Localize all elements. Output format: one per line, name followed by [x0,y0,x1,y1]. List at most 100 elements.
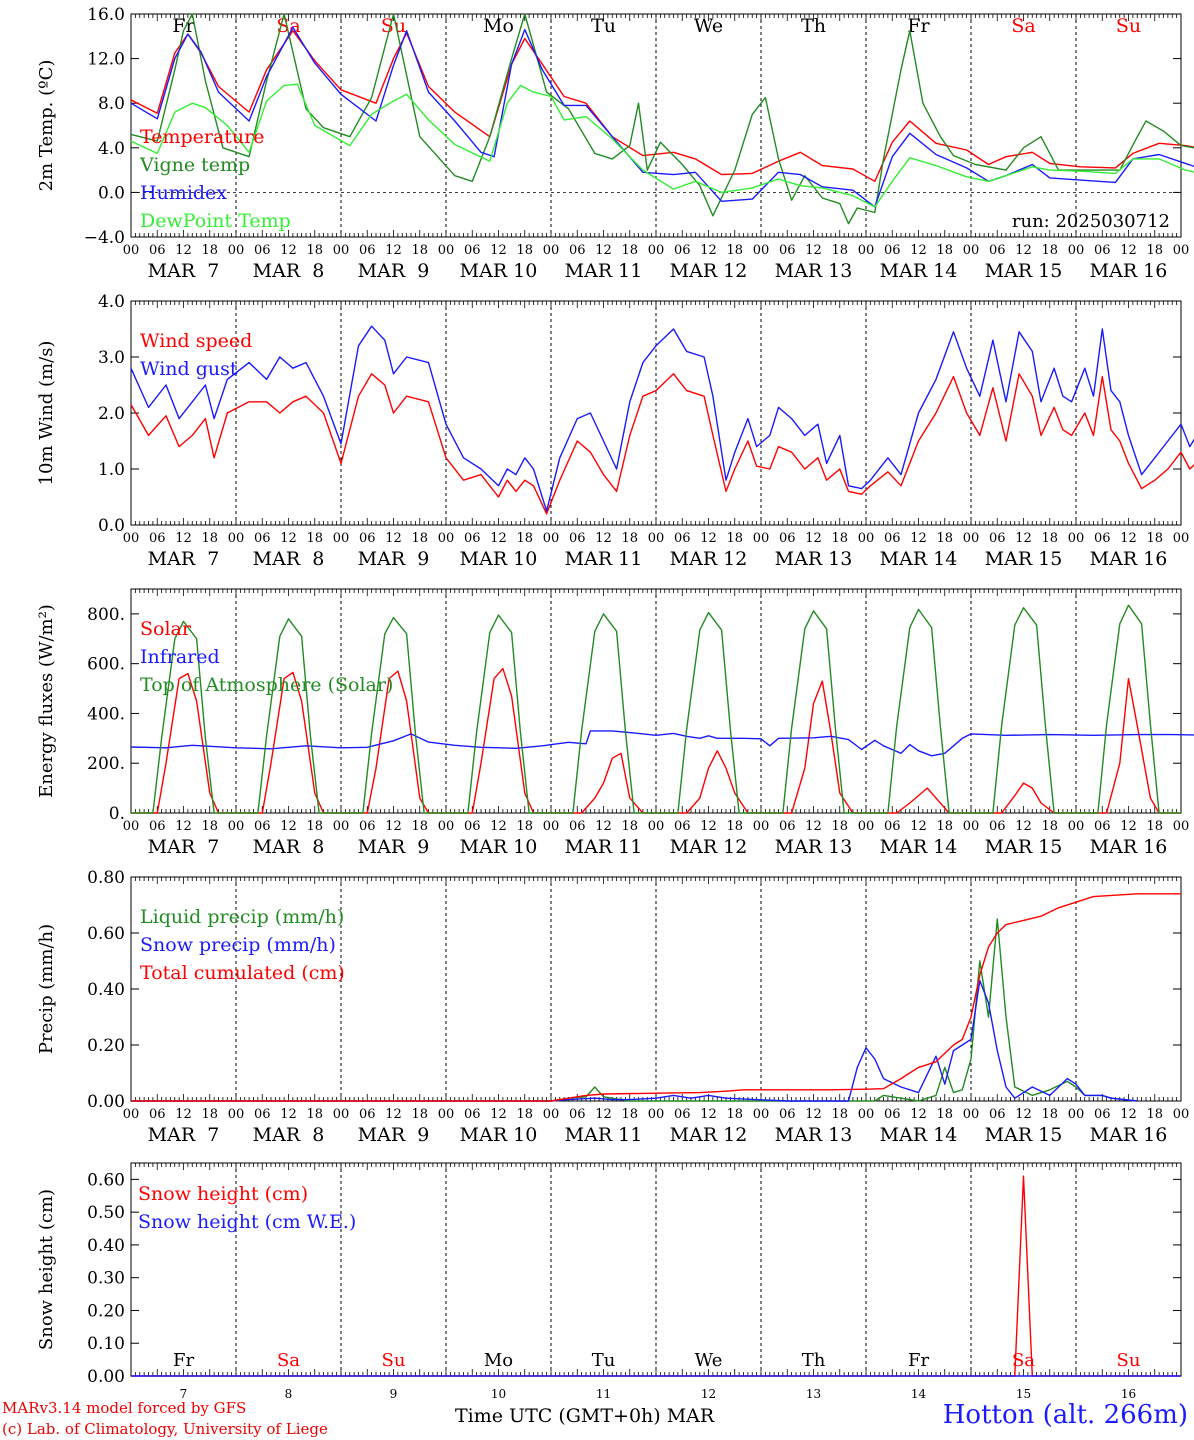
date-label: MAR 7 [148,836,220,858]
hour-tick-label: 12 [910,531,927,546]
day-number-label: 9 [390,1387,398,1401]
hour-tick-label: 06 [1094,1107,1111,1122]
y-tick-label: 8.0 [98,94,125,114]
hour-tick-label: 18 [411,1107,428,1122]
hour-tick-label: 00 [1173,531,1190,546]
date-label: MAR 7 [148,548,220,570]
hour-tick-label: 12 [910,819,927,834]
hour-tick-label: 12 [1120,243,1137,258]
hour-tick-label: 18 [201,531,218,546]
hour-tick-label: 06 [569,1107,586,1122]
hour-tick-label: 18 [201,1107,218,1122]
date-label: MAR 12 [670,1124,748,1146]
date-label: MAR 7 [148,260,220,282]
credit-line-2: (c) Lab. of Climatology, University of L… [2,1420,328,1438]
series-line-temperature [130,30,1194,183]
hour-tick-label: 12 [490,243,507,258]
day-name-label: Sa [277,1350,300,1371]
y-tick-label: 4.0 [98,139,125,159]
y-axis-label: Snow height (cm) [36,1189,57,1350]
hour-tick-label: 00 [123,1107,140,1122]
hour-tick-label: 12 [1015,243,1032,258]
y-tick-label: 0.00 [87,1092,125,1112]
day-name-label: Sa [1012,1350,1035,1371]
date-label: MAR 14 [880,836,958,858]
legend-entry: Vigne temp [139,154,250,176]
hour-tick-label: 00 [648,1107,665,1122]
hour-tick-label: 12 [910,243,927,258]
hour-tick-label: 00 [963,819,980,834]
hour-tick-label: 12 [595,1107,612,1122]
hour-tick-label: 00 [648,819,665,834]
hour-tick-label: 00 [858,819,875,834]
y-tick-label: 0.50 [87,1203,125,1223]
hour-tick-label: 00 [648,531,665,546]
hour-tick-label: 12 [490,819,507,834]
hour-tick-label: 00 [1173,243,1190,258]
hour-tick-label: 00 [753,243,770,258]
location-label: Hotton (alt. 266m) [942,1400,1188,1430]
hour-tick-label: 18 [936,531,953,546]
date-label: MAR 9 [358,260,430,282]
y-tick-label: 0.20 [87,1036,125,1056]
hour-tick-label: 12 [280,243,297,258]
hour-tick-label: 18 [1146,531,1163,546]
hour-tick-label: 18 [1041,243,1058,258]
hour-tick-label: 06 [149,1107,166,1122]
y-tick-label: −4.0 [84,228,125,248]
y-tick-label: 0.60 [87,924,125,944]
hour-tick-label: 18 [726,243,743,258]
hour-tick-label: 00 [543,819,560,834]
legend-entry: Snow precip (mm/h) [140,934,336,956]
hour-tick-label: 06 [464,531,481,546]
date-label: MAR 10 [460,548,538,570]
hour-tick-label: 12 [280,531,297,546]
hour-tick-label: 12 [490,1107,507,1122]
hour-tick-label: 12 [280,819,297,834]
y-tick-label: 0.60 [87,1170,125,1190]
date-label: MAR 12 [670,260,748,282]
day-number-label: 14 [911,1387,927,1401]
hour-tick-label: 18 [201,243,218,258]
legend-entry: Snow height (cm) [138,1183,308,1205]
hour-tick-label: 06 [779,531,796,546]
day-name-label: Su [1117,1350,1141,1371]
hour-tick-label: 18 [726,531,743,546]
hour-tick-label: 18 [831,819,848,834]
date-label: MAR 9 [358,836,430,858]
date-label: MAR 7 [148,1124,220,1146]
hour-tick-label: 00 [963,243,980,258]
y-tick-label: 4.0 [98,292,125,312]
hour-tick-label: 00 [333,819,350,834]
panel-2: 4.0 3.0 2.0 1.0 0.0 10m Wind (m/s) 00 06 12 18 00 0… [36,292,1194,570]
y-tick-label: 0.40 [87,1236,125,1256]
hour-tick-label: 06 [779,243,796,258]
day-number-label: 8 [285,1387,293,1401]
date-label: MAR 13 [775,836,853,858]
y-tick-label: 0.40 [87,980,125,1000]
date-label: MAR 8 [253,260,325,282]
y-tick-label: 1.0 [98,460,125,480]
y-tick-label: 0.10 [87,1334,125,1354]
hour-tick-label: 12 [595,243,612,258]
hour-tick-label: 00 [123,819,140,834]
hour-tick-label: 18 [1041,531,1058,546]
model-credit: MARv3.14 model forced by GFS (c) Lab. of… [2,1398,328,1440]
hour-tick-label: 12 [385,531,402,546]
legend-entry: Solar [140,618,192,640]
hour-tick-label: 06 [254,243,271,258]
y-tick-label: 16.0 [87,5,125,25]
legend-entry: Wind speed [140,330,252,352]
hour-tick-label: 12 [595,819,612,834]
hour-tick-label: 06 [989,819,1006,834]
hour-tick-label: 18 [936,243,953,258]
hour-tick-label: 12 [805,1107,822,1122]
hour-tick-label: 12 [1015,819,1032,834]
hour-tick-label: 06 [149,819,166,834]
y-axis-label: Precip (mm/h) [36,924,57,1054]
hour-tick-label: 00 [123,531,140,546]
hour-tick-label: 12 [175,243,192,258]
series-line-top-of-atmosphere-solar- [131,604,1181,814]
date-label: MAR 8 [253,1124,325,1146]
day-number-label: 15 [1016,1387,1031,1401]
